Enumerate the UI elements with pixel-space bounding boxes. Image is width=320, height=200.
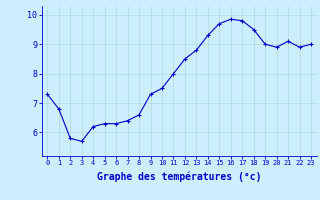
X-axis label: Graphe des températures (°c): Graphe des températures (°c) [97, 172, 261, 182]
